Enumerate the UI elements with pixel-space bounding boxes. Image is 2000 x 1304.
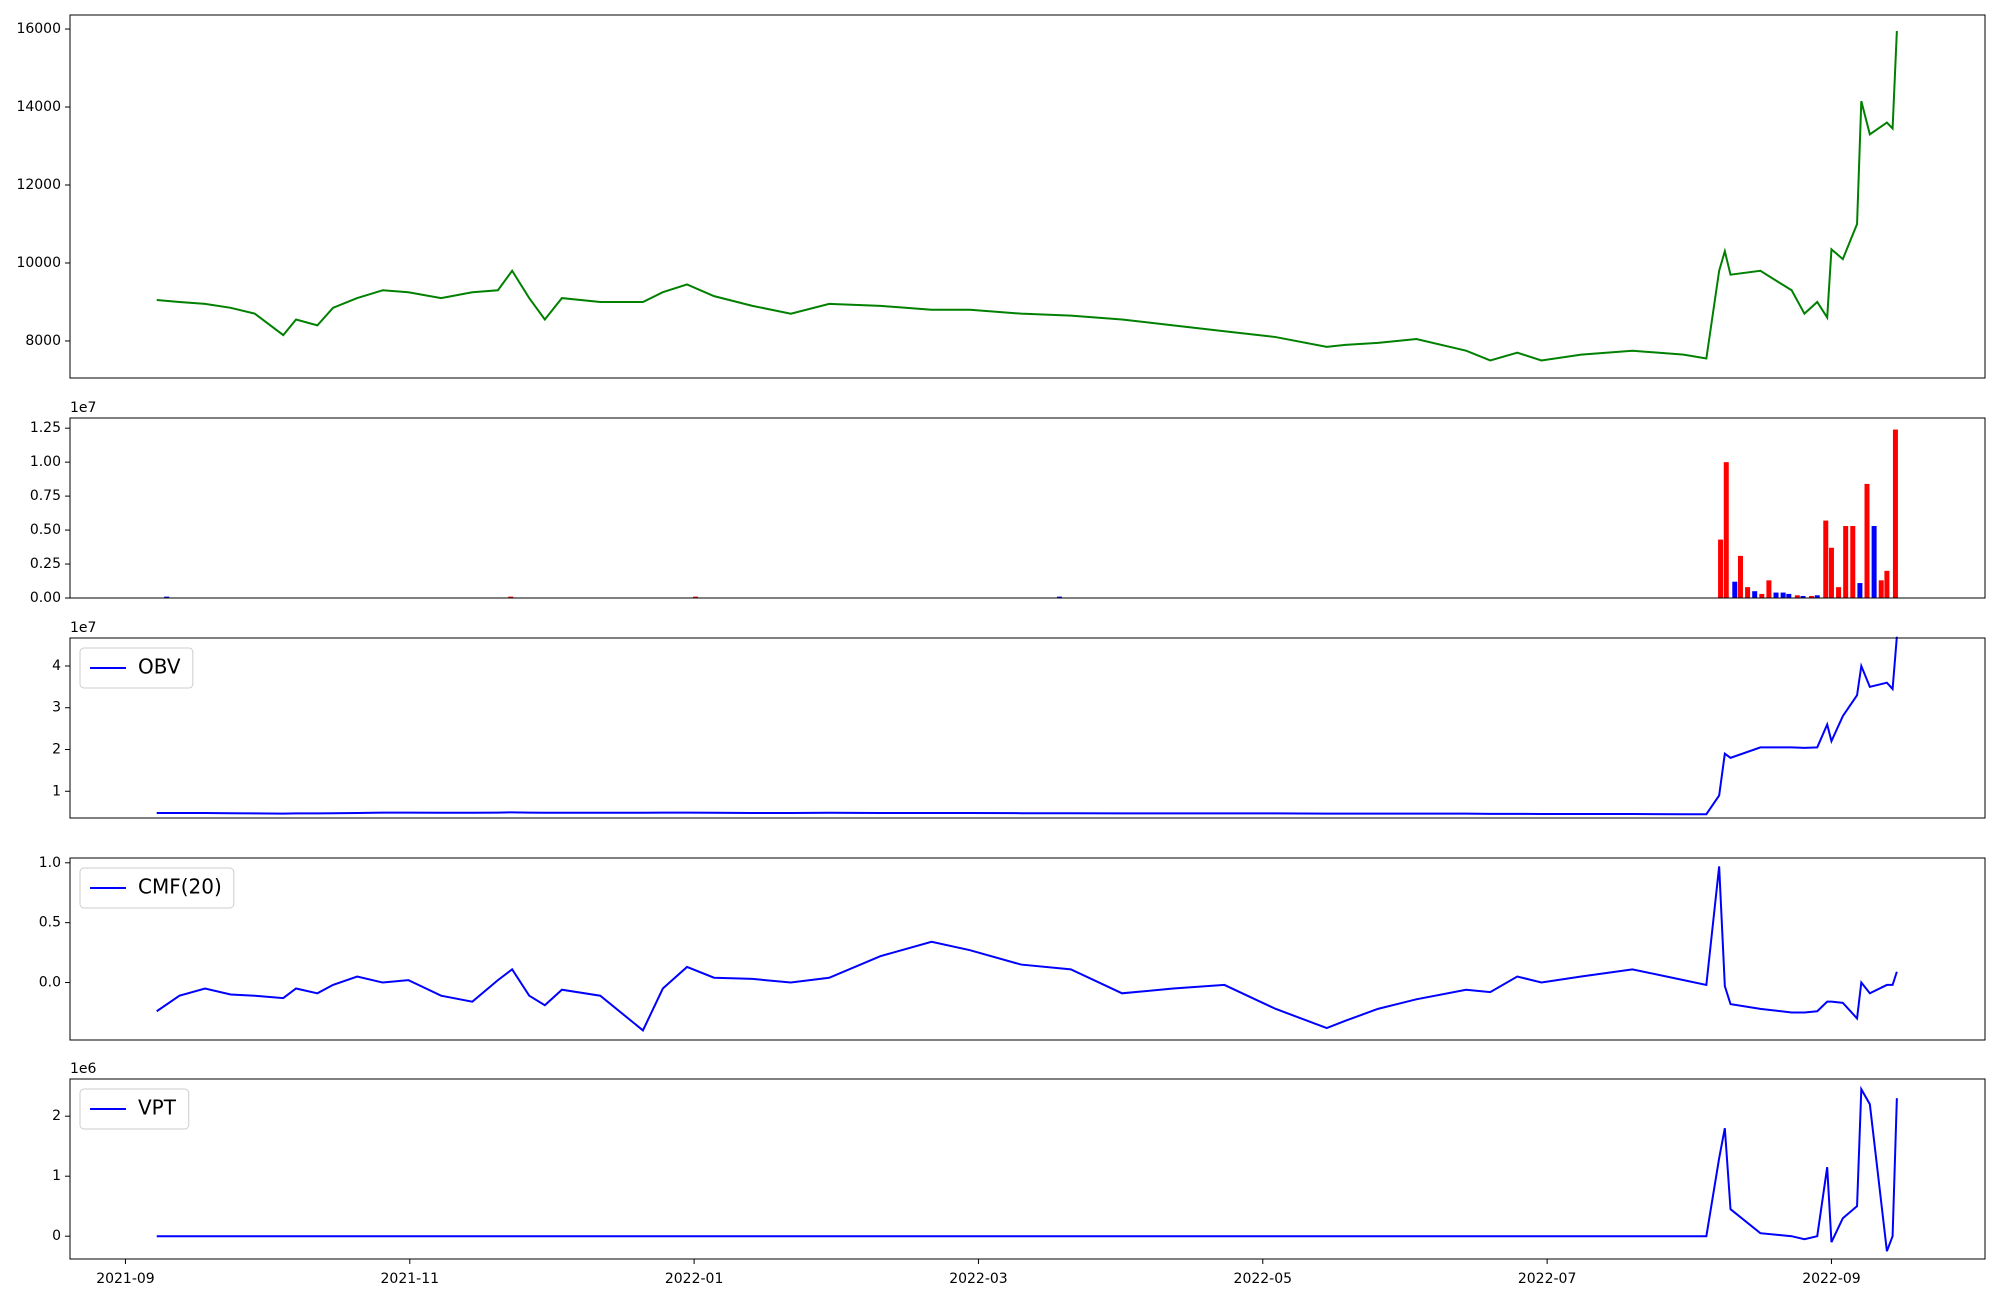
y-offset-label: 1e6 xyxy=(70,1061,97,1077)
legend: VPT xyxy=(79,1088,190,1130)
y-tick-label: 12000 xyxy=(16,177,61,193)
line xyxy=(156,30,1898,362)
bar xyxy=(1878,580,1884,598)
y-tick-label: 1.00 xyxy=(30,454,61,470)
y-tick-label: 2 xyxy=(52,1108,61,1124)
bar xyxy=(1809,595,1815,598)
y-tick-label: 2 xyxy=(52,742,61,758)
x-tick-label: 2022-07 xyxy=(1518,1271,1577,1287)
bar xyxy=(1759,593,1765,598)
bar xyxy=(1864,483,1870,598)
y-offset-label: 1e7 xyxy=(70,620,96,636)
bar xyxy=(1850,526,1856,598)
bar xyxy=(1794,595,1800,598)
y-tick-label: 3 xyxy=(52,700,61,716)
y-tick-label: 16000 xyxy=(16,21,61,37)
legend-box xyxy=(79,1088,190,1130)
y-tick-label: 1.25 xyxy=(30,420,61,436)
y-tick-label: 1 xyxy=(52,783,61,799)
line xyxy=(156,1085,1898,1252)
x-tick-label: 2022-03 xyxy=(949,1271,1008,1287)
bar xyxy=(1836,587,1842,598)
bar xyxy=(693,596,699,598)
bar xyxy=(1745,587,1751,598)
bar xyxy=(508,596,514,598)
y-tick-label: 0 xyxy=(52,1228,61,1244)
y-tick-label: 0.75 xyxy=(30,488,61,504)
bar xyxy=(1823,520,1829,598)
line xyxy=(156,636,1898,816)
x-tick-label: 2021-11 xyxy=(381,1271,440,1287)
y-tick-label: 0.50 xyxy=(30,522,61,538)
legend-label: OBV xyxy=(138,655,181,679)
bar xyxy=(1786,593,1792,598)
bar xyxy=(1732,581,1738,598)
x-tick-label: 2022-05 xyxy=(1234,1271,1293,1287)
x-tick-label: 2022-09 xyxy=(1802,1271,1861,1287)
y-tick-label: 0.25 xyxy=(30,556,61,572)
y-tick-label: 0.00 xyxy=(30,590,61,606)
axes-frame xyxy=(69,637,1986,819)
bar xyxy=(1718,539,1724,598)
legend-label: VPT xyxy=(138,1096,177,1120)
bar xyxy=(1884,570,1890,598)
y-tick-label: 4 xyxy=(52,658,61,674)
legend-box xyxy=(79,867,235,909)
y-tick-label: 1.0 xyxy=(39,855,61,871)
bar xyxy=(1800,595,1806,598)
bar xyxy=(1737,555,1743,598)
x-tick-label: 2022-01 xyxy=(665,1271,724,1287)
bar xyxy=(1857,583,1863,598)
bar xyxy=(1814,595,1820,598)
legend: OBV xyxy=(79,647,194,689)
axes-frame xyxy=(69,14,1986,379)
bar xyxy=(164,596,170,598)
axes-frame xyxy=(69,1078,1986,1260)
y-tick-label: 0.5 xyxy=(39,915,61,931)
y-tick-label: 0.0 xyxy=(39,975,61,991)
y-tick-label: 8000 xyxy=(25,333,61,349)
legend-label: CMF(20) xyxy=(138,875,222,899)
y-tick-label: 10000 xyxy=(16,255,61,271)
bar xyxy=(1843,526,1849,598)
axes-frame xyxy=(69,857,1986,1041)
bar xyxy=(1773,592,1779,598)
legend: CMF(20) xyxy=(79,867,235,909)
y-tick-label: 14000 xyxy=(16,99,61,115)
y-tick-label: 1 xyxy=(52,1168,61,1184)
bar xyxy=(1752,591,1758,598)
bar xyxy=(1828,547,1834,598)
y-offset-label: 1e7 xyxy=(70,400,96,416)
axes-frame xyxy=(69,417,1986,599)
x-tick-label: 2021-09 xyxy=(96,1271,155,1287)
bar xyxy=(1871,526,1877,598)
line xyxy=(156,866,1898,1032)
bar xyxy=(1056,596,1062,598)
bar xyxy=(1723,462,1729,598)
bar xyxy=(1766,580,1772,598)
legend-box xyxy=(79,647,194,689)
bar xyxy=(1892,429,1898,598)
bar xyxy=(1780,592,1786,598)
